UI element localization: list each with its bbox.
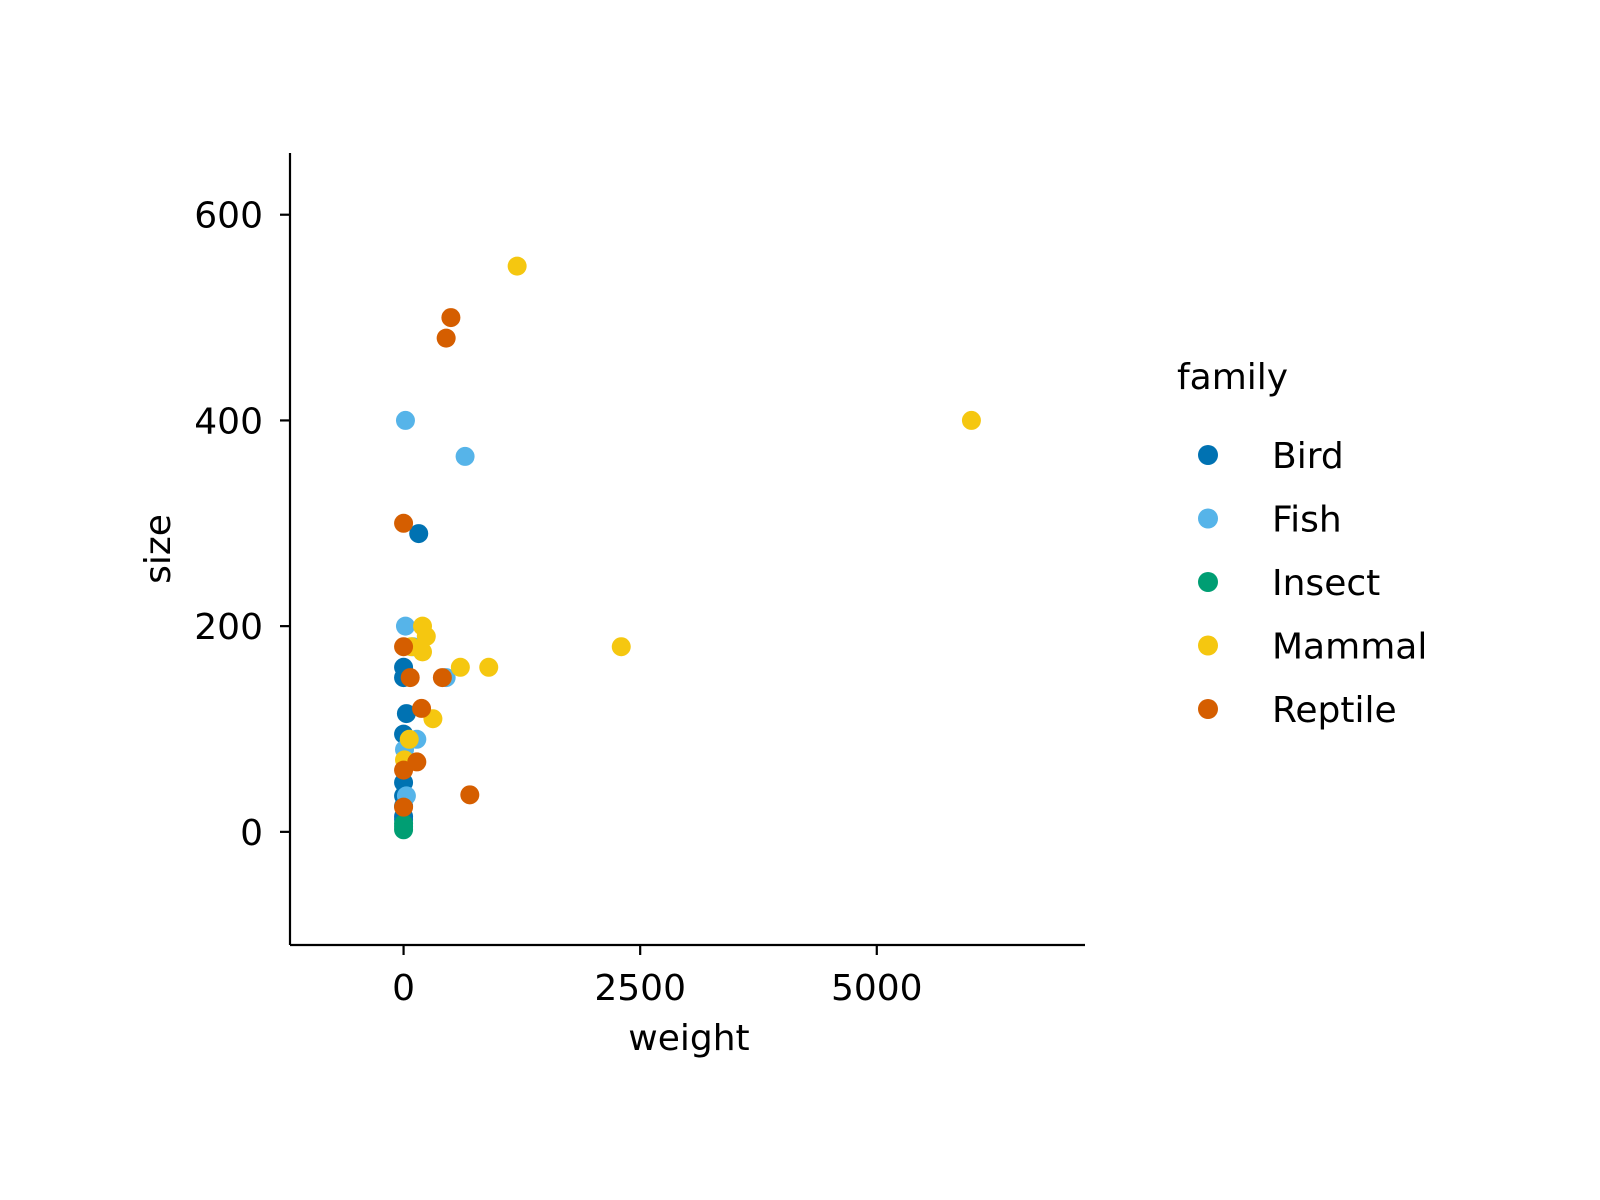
point-insect	[394, 817, 414, 837]
legend-item-insect: Insect	[1198, 563, 1380, 604]
legend-label-reptile: Reptile	[1272, 690, 1397, 731]
legend-item-bird: Bird	[1198, 436, 1344, 477]
point-reptile	[460, 785, 480, 805]
point-mammal	[450, 657, 470, 677]
point-reptile	[432, 668, 452, 688]
legend-item-mammal: Mammal	[1198, 627, 1427, 668]
point-mammal	[611, 637, 631, 657]
legend-items: Bird Fish Insect Mammal Reptile	[1198, 436, 1427, 731]
legend-title: family	[1177, 357, 1288, 398]
axes	[288, 153, 1085, 947]
point-reptile	[436, 328, 456, 348]
point-reptile	[400, 668, 420, 688]
legend-label-fish: Fish	[1272, 500, 1342, 541]
point-reptile	[394, 513, 414, 533]
legend-key-bird	[1198, 445, 1218, 465]
y-tick-label: 200	[194, 607, 263, 648]
point-reptile	[412, 698, 432, 718]
legend-item-reptile: Reptile	[1198, 690, 1397, 731]
x-tick-label: 2500	[594, 968, 686, 1009]
point-bird	[396, 704, 416, 724]
y-tick-label: 600	[194, 196, 263, 237]
x-axis-title: weight	[628, 1018, 749, 1059]
data-points	[394, 256, 981, 840]
point-reptile	[394, 797, 414, 817]
point-mammal	[416, 626, 436, 646]
point-mammal	[479, 657, 499, 677]
ticks: 0 2500 5000 0 200 400 600	[194, 196, 922, 1009]
y-tick-label: 0	[240, 813, 263, 854]
point-fish	[395, 410, 415, 430]
point-reptile	[394, 637, 414, 657]
legend-item-fish: Fish	[1198, 500, 1342, 541]
x-tick-label: 0	[392, 968, 415, 1009]
x-tick-label: 5000	[831, 968, 923, 1009]
point-fish	[455, 446, 475, 466]
point-reptile	[441, 308, 461, 328]
point-fish	[395, 616, 415, 636]
legend-label-insect: Insect	[1272, 563, 1380, 604]
y-axis-title: size	[138, 514, 179, 584]
legend-key-insect	[1198, 572, 1218, 592]
y-tick-label: 400	[194, 401, 263, 442]
legend: family Bird Fish Insect Mammal Reptile	[1177, 357, 1427, 731]
legend-label-mammal: Mammal	[1272, 627, 1427, 668]
point-reptile	[394, 760, 414, 780]
point-mammal	[961, 410, 981, 430]
legend-label-bird: Bird	[1272, 436, 1344, 477]
point-mammal	[507, 256, 527, 276]
legend-key-mammal	[1198, 635, 1218, 656]
point-bird	[409, 524, 429, 544]
point-mammal	[399, 729, 419, 749]
legend-key-reptile	[1198, 699, 1218, 719]
legend-key-fish	[1198, 508, 1218, 529]
